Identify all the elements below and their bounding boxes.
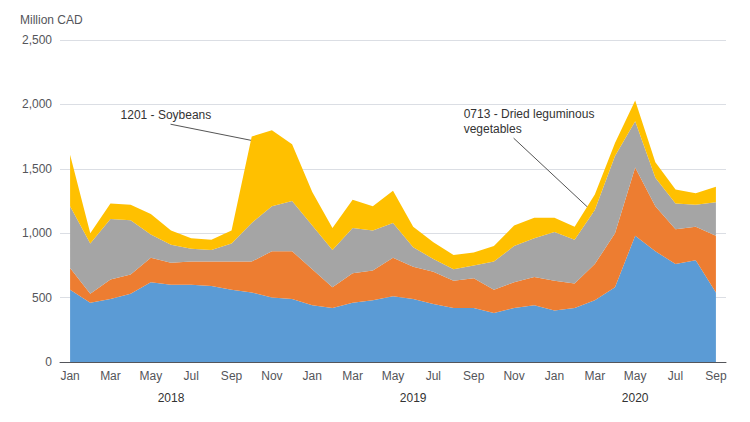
svg-text:Jul: Jul xyxy=(668,369,683,383)
svg-text:Million CAD: Million CAD xyxy=(20,13,83,27)
svg-text:Nov: Nov xyxy=(503,369,524,383)
svg-text:1,500: 1,500 xyxy=(22,162,52,176)
svg-text:Sep: Sep xyxy=(221,369,243,383)
svg-text:0713 - Dried leguminous: 0713 - Dried leguminous xyxy=(464,107,595,121)
svg-text:Jan: Jan xyxy=(303,369,322,383)
svg-text:Jul: Jul xyxy=(426,369,441,383)
svg-text:vegetables: vegetables xyxy=(464,122,522,136)
svg-text:Jul: Jul xyxy=(184,369,199,383)
svg-text:1,000: 1,000 xyxy=(22,226,52,240)
svg-text:1201 - Soybeans: 1201 - Soybeans xyxy=(121,108,212,122)
svg-text:2,500: 2,500 xyxy=(22,33,52,47)
svg-text:Mar: Mar xyxy=(584,369,605,383)
svg-text:500: 500 xyxy=(32,291,52,305)
svg-text:May: May xyxy=(139,369,162,383)
svg-text:0: 0 xyxy=(45,355,52,369)
svg-text:2019: 2019 xyxy=(400,391,427,405)
svg-text:Jan: Jan xyxy=(60,369,79,383)
svg-text:Sep: Sep xyxy=(463,369,485,383)
svg-text:2018: 2018 xyxy=(158,391,185,405)
svg-text:Mar: Mar xyxy=(100,369,121,383)
svg-text:May: May xyxy=(382,369,405,383)
svg-text:Mar: Mar xyxy=(342,369,363,383)
svg-text:2020: 2020 xyxy=(622,391,649,405)
svg-text:Jan: Jan xyxy=(545,369,564,383)
svg-text:Sep: Sep xyxy=(705,369,727,383)
svg-text:May: May xyxy=(624,369,647,383)
svg-text:2,000: 2,000 xyxy=(22,97,52,111)
svg-text:Nov: Nov xyxy=(261,369,282,383)
